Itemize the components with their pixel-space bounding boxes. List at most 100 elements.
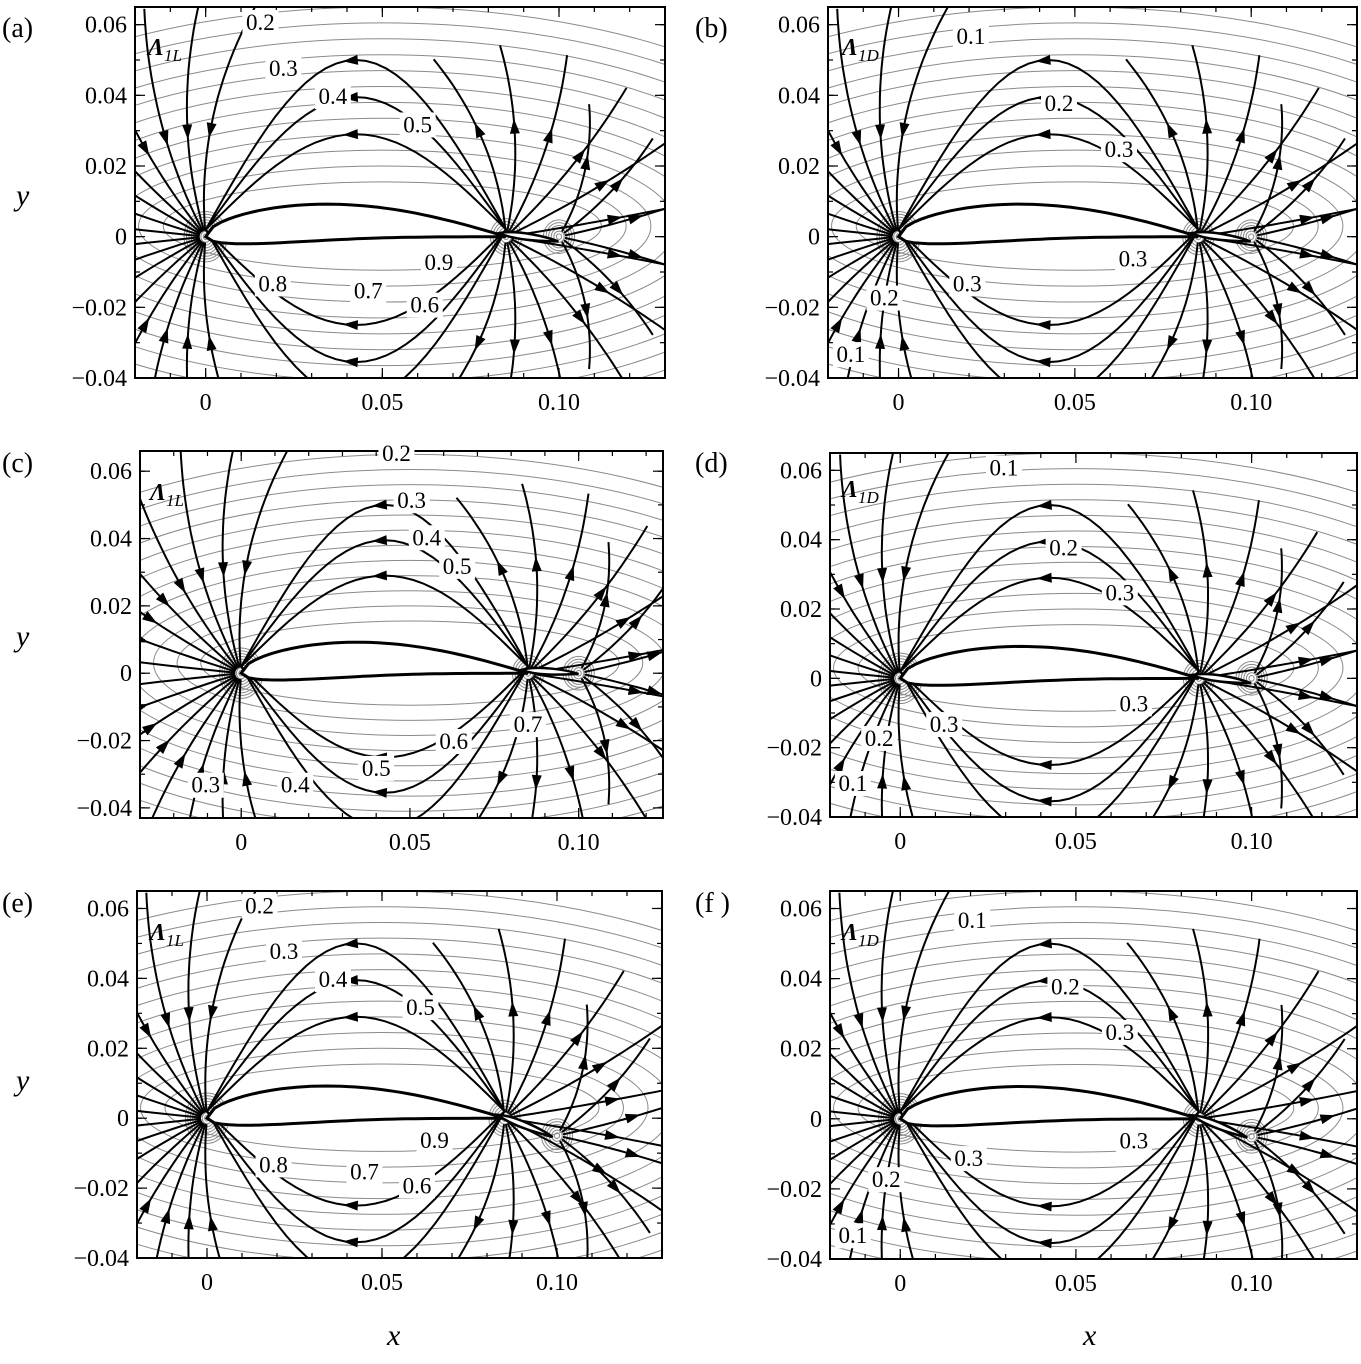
streamline: [1150, 242, 1199, 378]
airfoil-main-element: [203, 202, 507, 246]
streamline: [135, 228, 200, 238]
streamline-arrow: [242, 560, 253, 576]
contour-line: [176, 605, 644, 721]
streamline: [830, 1120, 896, 1161]
streamline: [185, 7, 205, 232]
streamline: [432, 58, 507, 231]
streamline: [830, 1010, 898, 1115]
plot-area: [137, 891, 662, 1258]
contour-line: [857, 1063, 1295, 1153]
y-tick-label: 0.02: [85, 154, 127, 180]
plot-area: [792, 891, 1357, 1259]
streamline-arrow: [1036, 760, 1052, 771]
streamline-arrow: [1168, 774, 1179, 791]
streamline: [828, 228, 893, 238]
streamline-arrow: [1168, 566, 1179, 582]
contour-line: [135, 54, 665, 378]
streamline: [533, 673, 663, 698]
streamline: [1201, 1123, 1254, 1259]
contour-label-background: [241, 893, 278, 919]
streamline-arrow: [208, 1004, 218, 1021]
streamline: [1152, 684, 1200, 817]
contour-label-background: [406, 292, 443, 318]
x-tick-label: 0: [235, 830, 247, 856]
streamline: [830, 1122, 898, 1228]
contour-label: 0.5: [406, 995, 435, 1020]
streamline-arrow: [628, 615, 643, 630]
streamline: [1204, 1118, 1357, 1148]
streamline-arrow: [1272, 597, 1283, 614]
streamline: [206, 1110, 506, 1258]
streamline: [510, 142, 665, 235]
streamline-arrow: [1202, 339, 1213, 355]
series-label: Λ1D: [840, 35, 880, 65]
streamline-arrow: [1235, 571, 1245, 588]
contour-label: 0.7: [350, 1159, 379, 1184]
contour-label-background: [954, 907, 991, 933]
x-tick-label: 0: [894, 1271, 906, 1297]
streamline-arrow: [1035, 54, 1051, 65]
y-tick-label: −0.04: [764, 366, 820, 392]
streamline: [528, 678, 539, 818]
streamline-arrow: [1235, 1010, 1246, 1027]
streamline-arrow: [1272, 303, 1283, 319]
streamline-arrow: [609, 280, 624, 296]
streamline-arrow: [509, 339, 520, 355]
streamline: [1255, 137, 1346, 234]
contour-label: 0.4: [281, 773, 310, 798]
y-axis-title: y: [13, 620, 30, 653]
contour-line: [135, 117, 665, 335]
streamline-arrow: [901, 1216, 912, 1233]
streamline: [828, 239, 895, 304]
y-tick-label: 0.02: [87, 1036, 129, 1062]
contour-line: [551, 1129, 563, 1142]
streamline-arrow: [540, 1010, 551, 1027]
contour-label: 0.3: [191, 773, 220, 798]
streamline: [137, 1051, 204, 1116]
streamline-arrow: [342, 320, 359, 331]
streamline: [135, 194, 201, 235]
streamline-arrow: [1202, 779, 1213, 795]
streamline: [880, 453, 900, 673]
contour-label-background: [1047, 974, 1084, 1000]
contour-line: [135, 86, 665, 367]
streamline: [1125, 58, 1199, 231]
streamline-arrow: [1202, 1220, 1213, 1236]
contour-label-background: [861, 725, 898, 751]
streamline: [580, 542, 611, 669]
streamline: [1256, 207, 1357, 237]
streamline: [509, 1119, 662, 1212]
streamline: [509, 87, 628, 234]
streamline-arrow: [1263, 749, 1277, 765]
streamline-arrow: [580, 303, 591, 319]
streamline: [531, 525, 649, 670]
streamline: [897, 684, 914, 817]
contour-line: [833, 1048, 1319, 1169]
contour-label-background: [985, 455, 1022, 481]
y-tick-label: −0.04: [766, 805, 822, 831]
streamline-arrow: [627, 214, 644, 225]
streamline-arrow: [1166, 334, 1178, 351]
streamline: [204, 1124, 221, 1258]
axes: 0 0.05 0.10 −0.04 −0.02 0 0.02 0.04 0.06: [764, 7, 1358, 416]
streamline-arrow: [792, 1078, 810, 1093]
streamline-arrow: [628, 716, 643, 732]
streamline-arrow: [1263, 591, 1277, 607]
streamline: [140, 676, 238, 775]
contour-label: 0.6: [403, 1173, 432, 1198]
streamline-arrow: [789, 263, 807, 278]
streamline-arrow: [1202, 562, 1213, 578]
streamline: [1201, 938, 1261, 1115]
streamline-arrow: [160, 1208, 171, 1225]
streamline: [830, 1052, 897, 1116]
streamline: [1203, 1024, 1357, 1118]
streamline-arrow: [206, 122, 217, 138]
streamline-arrow: [1301, 280, 1316, 296]
streamline-arrow: [572, 148, 586, 164]
streamline-arrow: [901, 775, 912, 791]
contour-label-background: [1115, 691, 1152, 717]
streamline: [1204, 1090, 1357, 1119]
streamline: [1202, 531, 1319, 675]
contour-line: [1235, 1119, 1268, 1154]
contour-label: 0.2: [246, 10, 275, 35]
